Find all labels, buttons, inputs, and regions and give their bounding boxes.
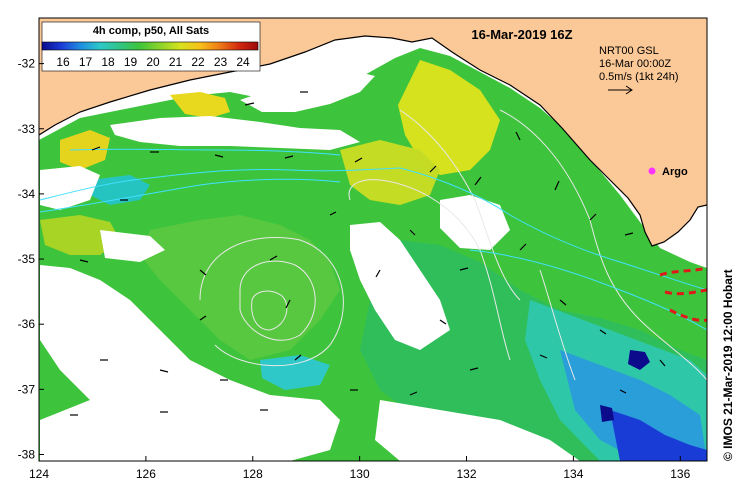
info-block: NRT00 GSL 16-Mar 00:00Z 0.5m/s (1kt 24h) (599, 45, 678, 95)
front-dashes (659, 266, 707, 322)
info-model: NRT00 GSL (599, 45, 659, 57)
current-arrows (70, 91, 666, 416)
argo-label: Argo (662, 166, 688, 178)
info-time: 16-Mar 00:00Z (599, 58, 671, 70)
legend-colorbar (41, 41, 259, 51)
scale-arrow-icon (608, 85, 633, 95)
x-tick-label: 124 (29, 467, 49, 481)
x-tick-label: 126 (136, 467, 156, 481)
coastline (39, 35, 707, 247)
x-tick-label: 132 (457, 467, 477, 481)
y-axis: -32 -33 -34 -35 -36 -37 -38 (18, 57, 44, 461)
legend-title: 4h comp, p50, All Sats (93, 25, 209, 37)
bathymetry-contours (199, 109, 707, 381)
legend-tick-labels: 16 17 18 19 20 21 22 23 24 (56, 55, 250, 69)
legend-tick-label: 20 (146, 55, 160, 69)
legend-tick-label: 17 (79, 55, 93, 69)
cloud-gaps (40, 70, 580, 461)
legend-tick-label: 22 (191, 55, 205, 69)
map-title: 16-Mar-2019 16Z (471, 27, 572, 42)
x-tick-label: 134 (563, 467, 583, 481)
legend-tick-label: 23 (214, 55, 228, 69)
info-scale: 0.5m/s (1kt 24h) (599, 71, 678, 83)
argo-float-icon (648, 167, 656, 175)
y-tick-label: -33 (18, 122, 36, 136)
plot-frame (38, 17, 708, 462)
credit-text: © IMOS 21-Mar-2019 12:00 Hobart (721, 269, 735, 461)
legend-tick-label: 19 (124, 55, 138, 69)
legend: 4h comp, p50, All Sats 16 17 18 19 20 21 22 23 2… (41, 21, 261, 72)
legend-tick-label: 21 (169, 55, 183, 69)
current-paths (39, 148, 707, 331)
legend-tick-label: 18 (101, 55, 115, 69)
x-tick-label: 128 (243, 467, 263, 481)
legend-tick-label: 16 (56, 55, 70, 69)
y-tick-label: -37 (18, 382, 36, 396)
y-tick-label: -38 (18, 447, 36, 461)
y-tick-label: -32 (18, 57, 36, 71)
x-tick-label: 130 (350, 467, 370, 481)
y-tick-label: -36 (18, 317, 36, 331)
map-canvas: Argo 4h comp, p50, All Sats 16 17 18 19 20 21… (39, 18, 707, 461)
y-tick-label: -34 (18, 187, 36, 201)
legend-tick-label: 24 (236, 55, 250, 69)
x-tick-label: 136 (670, 467, 690, 481)
y-tick-label: -35 (18, 252, 36, 266)
x-axis: 124 126 128 130 132 134 136 (29, 456, 691, 481)
